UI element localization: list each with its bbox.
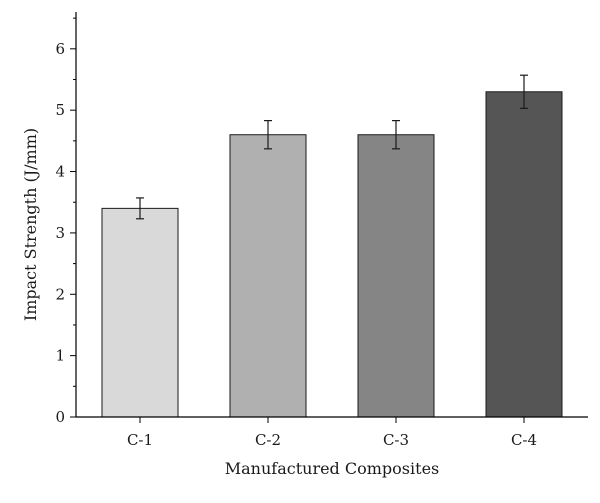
y-tick-label: 0: [55, 408, 65, 426]
bar-c-1: [101, 207, 179, 418]
x-tick-label: C-4: [511, 431, 537, 449]
x-axis-title: Manufactured Composites: [225, 459, 440, 478]
y-tick-label: 4: [55, 163, 65, 181]
y-tick-label: 5: [55, 101, 65, 119]
x-tick-label: C-3: [383, 431, 409, 449]
x-tick-label: C-2: [255, 431, 281, 449]
error-bars-layer: [136, 74, 528, 220]
x-ticks: C-1 C-2 C-3 C-4: [127, 417, 537, 449]
bar-c-3: [357, 134, 435, 418]
bar-c-2: [229, 134, 307, 418]
y-tick-label: 2: [55, 285, 65, 303]
y-tick-label: 1: [55, 347, 65, 365]
x-tick-label: C-1: [127, 431, 153, 449]
y-ticks: 0 1 2 3 4 5 6: [55, 17, 76, 426]
y-tick-label: 3: [55, 224, 65, 242]
y-axis-title: Impact Strength (J/mm): [21, 128, 40, 321]
bars-layer: [101, 91, 563, 418]
y-tick-label: 6: [55, 40, 65, 58]
bar-c-4: [485, 91, 563, 418]
